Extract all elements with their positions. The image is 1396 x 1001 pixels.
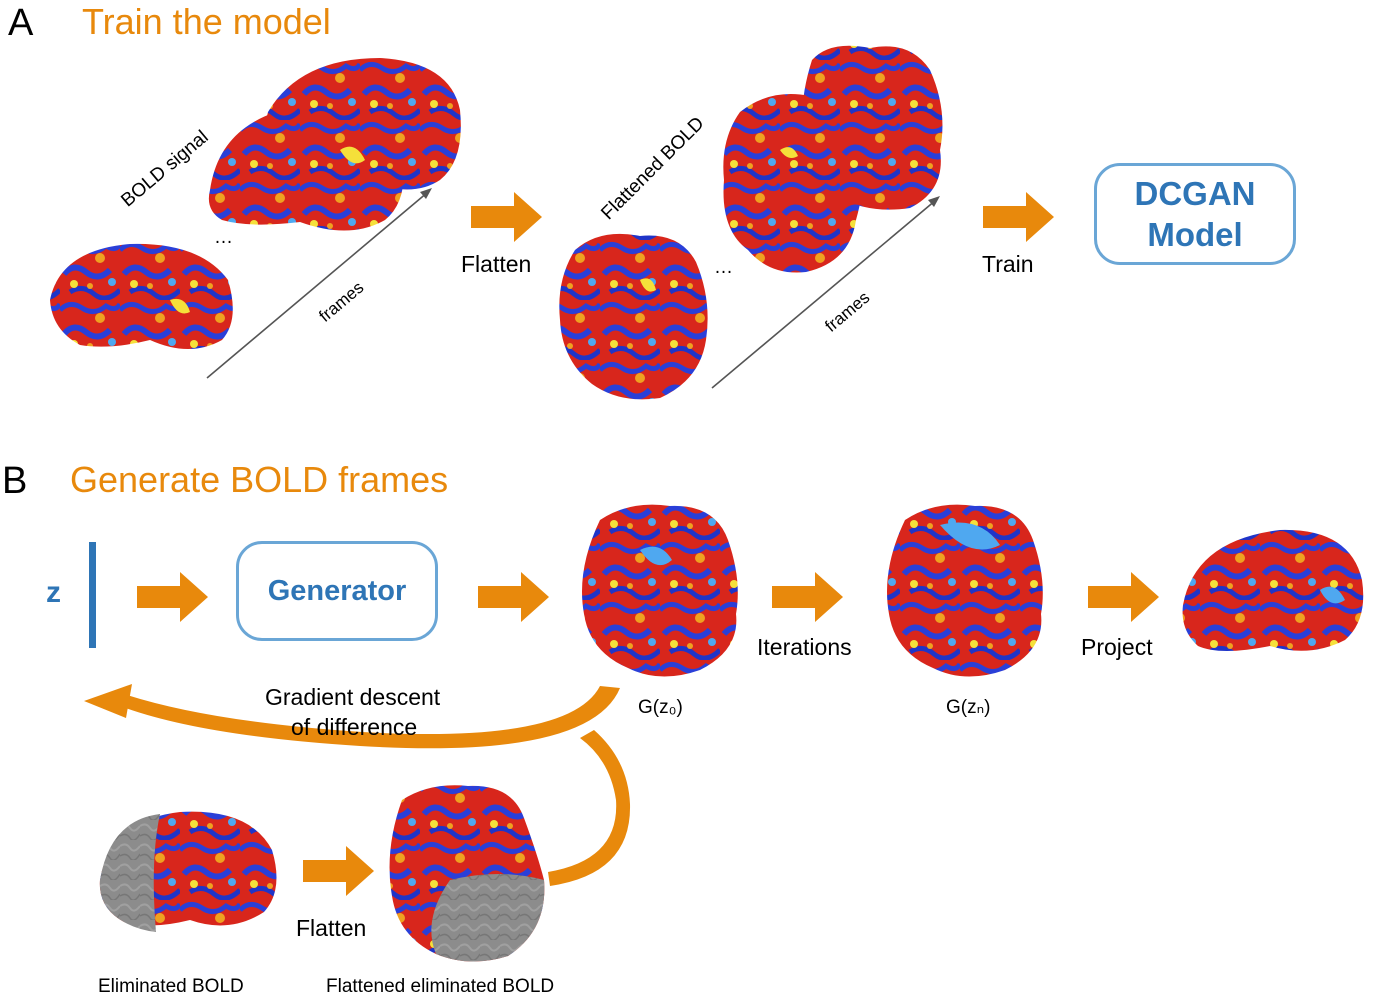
generated-frame-gz0: [582, 504, 738, 677]
gradient-label-line1: Gradient descent: [265, 684, 441, 710]
brain-surface-frame-1: [50, 243, 233, 349]
flatten-arrow-a: [471, 192, 542, 242]
z-vector-bar: [89, 542, 96, 648]
flattened-eliminated-bold-label: Flattened eliminated BOLD: [326, 976, 555, 997]
project-label: Project: [1081, 634, 1153, 660]
ellipsis-a1: …: [214, 227, 233, 248]
gzn-label: G(zₙ): [946, 697, 991, 718]
generator-to-output-arrow: [478, 572, 549, 622]
dcgan-model-box: DCGAN Model: [1094, 163, 1296, 265]
gradient-descent-arrow: [84, 684, 631, 886]
frames-axis-arrow-a1: [206, 188, 432, 379]
ellipsis-a2: …: [714, 257, 733, 278]
generator-box: Generator: [236, 541, 438, 641]
project-arrow: [1088, 572, 1159, 622]
panel-a-letter: A: [8, 2, 34, 44]
eliminated-bold-brain: [99, 811, 277, 932]
eliminated-bold-label: Eliminated BOLD: [98, 976, 244, 997]
dcgan-model-line1: DCGAN: [1134, 175, 1256, 212]
frames-axis-arrow-a2: [711, 196, 940, 389]
projected-brain: [1182, 529, 1364, 651]
brain-surface-frame-2: [208, 105, 404, 231]
flatten-label-a: Flatten: [461, 251, 532, 277]
iterations-arrow: [772, 572, 843, 622]
z-to-generator-arrow: [137, 572, 208, 622]
train-arrow: [983, 192, 1054, 242]
iterations-label: Iterations: [757, 634, 852, 660]
z-label: z: [46, 576, 61, 609]
flattened-eliminated-bold: [389, 785, 545, 962]
panel-a-title: Train the model: [82, 1, 331, 42]
flattened-bold-frame-1: [559, 233, 708, 400]
gz0-label: G(z₀): [638, 697, 683, 718]
train-label: Train: [982, 251, 1034, 277]
gradient-label-line2: of difference: [291, 714, 418, 740]
flattened-bold-frame-2: [723, 94, 865, 273]
flatten-label-b: Flatten: [296, 915, 367, 941]
generated-frame-gzn: [887, 504, 1043, 677]
panel-b-title: Generate BOLD frames: [70, 459, 449, 500]
panel-b-letter: B: [2, 460, 28, 502]
dcgan-model-line2: Model: [1147, 216, 1243, 253]
flatten-arrow-b: [303, 846, 374, 896]
